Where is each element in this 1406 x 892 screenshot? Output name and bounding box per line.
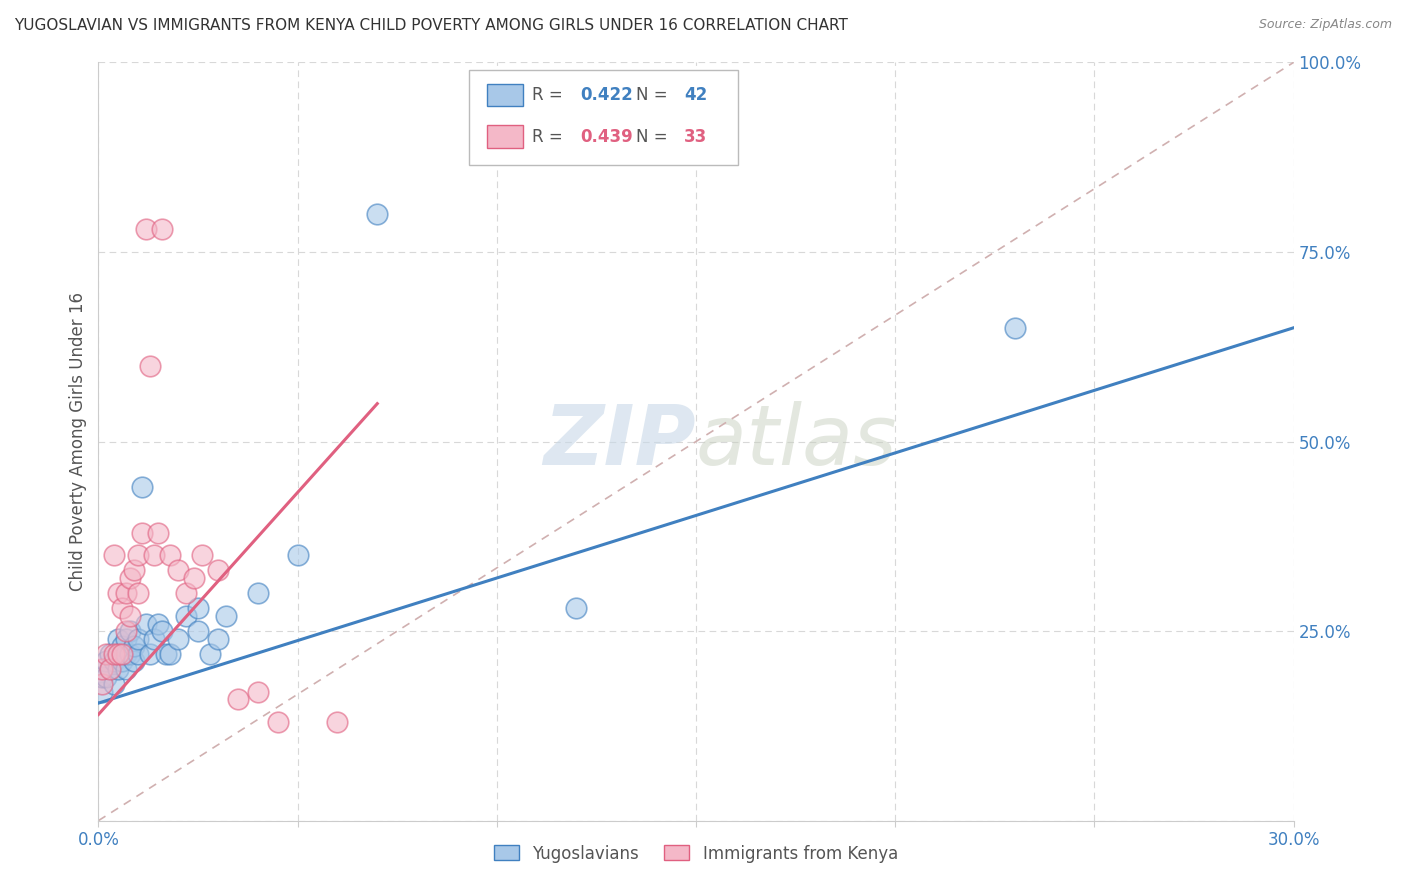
Point: [127, 548, 149, 563]
Point: [143, 548, 166, 563]
Point: [207, 632, 229, 646]
Point: [167, 564, 190, 578]
Point: [148, 616, 170, 631]
Point: [131, 525, 153, 540]
Bar: [486, 126, 523, 148]
Point: [155, 647, 177, 661]
Point: [191, 548, 214, 563]
Point: [91, 685, 114, 699]
Point: [111, 647, 134, 661]
Point: [565, 601, 588, 615]
Point: [120, 608, 142, 623]
Point: [103, 655, 125, 669]
Point: [120, 647, 142, 661]
Text: 33: 33: [685, 128, 707, 145]
Point: [120, 571, 142, 585]
Point: [127, 647, 149, 661]
Text: 0.422: 0.422: [581, 86, 633, 104]
Point: [366, 207, 388, 221]
Point: [96, 669, 118, 683]
Point: [115, 632, 138, 646]
Point: [107, 586, 129, 600]
Point: [111, 601, 134, 615]
Point: [167, 632, 190, 646]
Point: [127, 632, 149, 646]
Point: [127, 586, 149, 600]
Text: N =: N =: [637, 128, 673, 145]
Point: [107, 632, 129, 646]
Point: [198, 647, 221, 661]
Legend: Yugoslavians, Immigrants from Kenya: Yugoslavians, Immigrants from Kenya: [488, 838, 904, 869]
Point: [159, 647, 181, 661]
Point: [326, 715, 349, 730]
Point: [98, 662, 122, 676]
Point: [111, 639, 134, 653]
Point: [267, 715, 290, 730]
Text: R =: R =: [533, 128, 568, 145]
Point: [96, 647, 118, 661]
Text: ZIP: ZIP: [543, 401, 696, 482]
Point: [207, 564, 229, 578]
Point: [115, 586, 138, 600]
Point: [98, 647, 122, 661]
Point: [187, 601, 209, 615]
Point: [246, 586, 269, 600]
Point: [107, 662, 129, 676]
Text: YUGOSLAVIAN VS IMMIGRANTS FROM KENYA CHILD POVERTY AMONG GIRLS UNDER 16 CORRELAT: YUGOSLAVIAN VS IMMIGRANTS FROM KENYA CHI…: [14, 18, 848, 33]
Point: [124, 564, 146, 578]
Point: [103, 677, 125, 691]
Point: [143, 632, 166, 646]
Text: atlas: atlas: [696, 401, 897, 482]
Point: [115, 662, 138, 676]
Point: [96, 655, 118, 669]
Y-axis label: Child Poverty Among Girls Under 16: Child Poverty Among Girls Under 16: [69, 292, 87, 591]
Point: [103, 647, 125, 661]
Point: [131, 480, 153, 494]
Point: [215, 608, 238, 623]
Point: [174, 608, 197, 623]
Point: [183, 571, 205, 585]
Point: [111, 655, 134, 669]
Text: 0.439: 0.439: [581, 128, 633, 145]
Point: [139, 647, 162, 661]
Point: [148, 525, 170, 540]
Point: [246, 685, 269, 699]
Point: [135, 222, 157, 236]
Point: [91, 677, 114, 691]
Point: [91, 662, 114, 676]
Point: [159, 548, 181, 563]
Point: [103, 548, 125, 563]
Point: [98, 662, 122, 676]
Point: [107, 647, 129, 661]
Point: [1004, 320, 1026, 334]
Point: [115, 624, 138, 639]
Point: [150, 624, 173, 639]
Text: R =: R =: [533, 86, 568, 104]
Text: 42: 42: [685, 86, 707, 104]
Point: [187, 624, 209, 639]
Text: N =: N =: [637, 86, 673, 104]
Point: [107, 647, 129, 661]
Point: [124, 655, 146, 669]
Point: [91, 669, 114, 683]
Point: [120, 624, 142, 639]
Point: [124, 639, 146, 653]
Point: [135, 616, 157, 631]
Point: [287, 548, 309, 563]
Bar: [486, 84, 523, 106]
Point: [115, 647, 138, 661]
Point: [139, 359, 162, 373]
Point: [226, 692, 249, 706]
Point: [174, 586, 197, 600]
Text: Source: ZipAtlas.com: Source: ZipAtlas.com: [1258, 18, 1392, 31]
Point: [150, 222, 173, 236]
FancyBboxPatch shape: [470, 70, 738, 165]
